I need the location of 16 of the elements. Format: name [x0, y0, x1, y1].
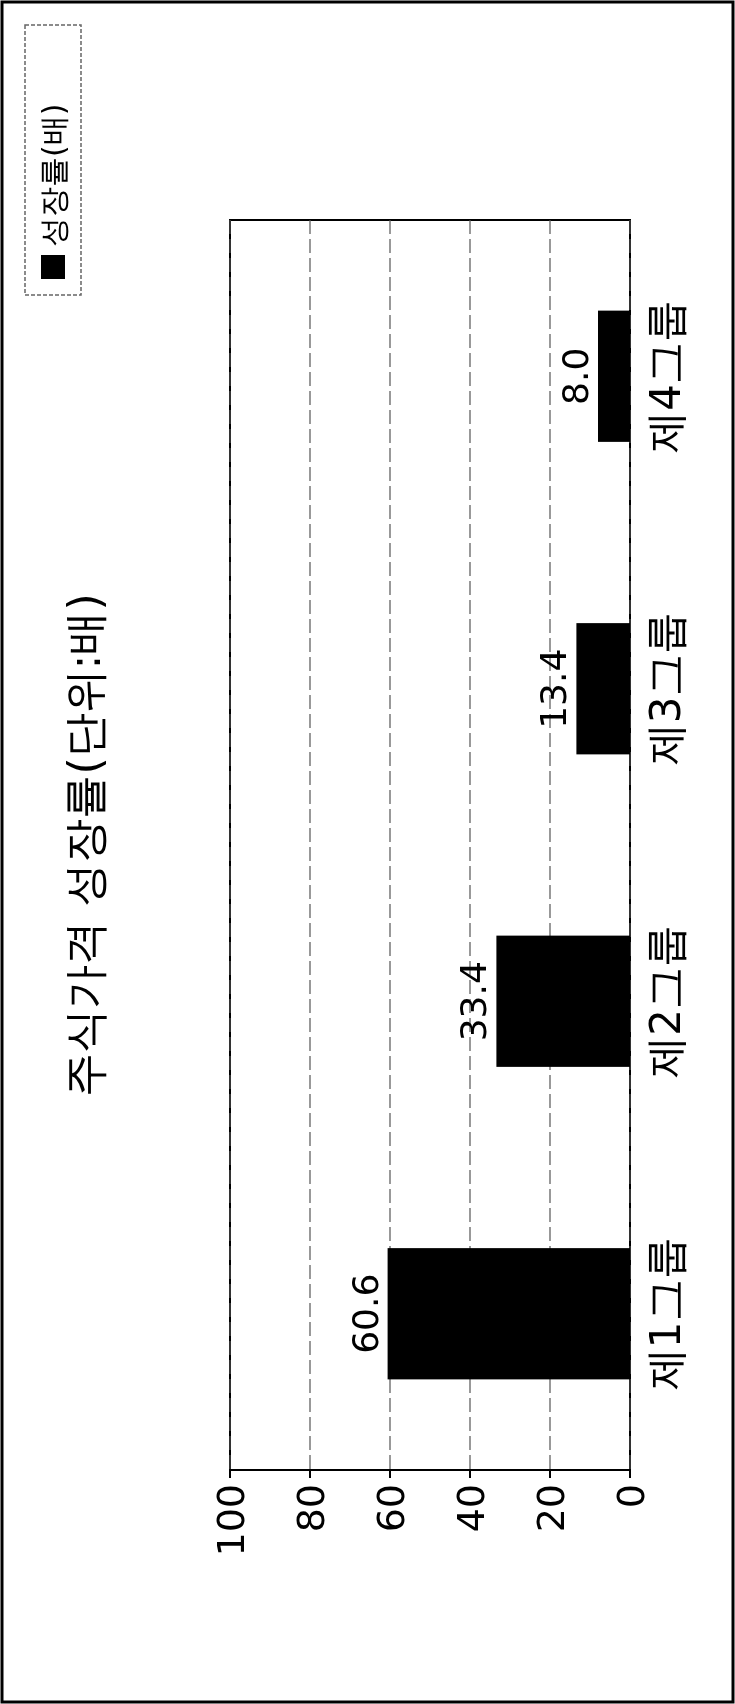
- y-tick-label: 제4그룹: [641, 299, 690, 453]
- text: 성장률(배): [36, 103, 71, 247]
- y-tick-label: 제1그룹: [641, 1237, 690, 1391]
- data-label: 13.4: [533, 648, 575, 729]
- data-label: 33.4: [453, 961, 495, 1042]
- text: 주식가격 성장률(단위:배): [59, 593, 110, 1097]
- x-tick-label: 20: [529, 1484, 573, 1533]
- x-tick-label: 40: [449, 1484, 493, 1533]
- data-label: 60.6: [344, 1273, 386, 1354]
- x-tick-label: 60: [369, 1484, 413, 1533]
- y-tick-label: 제2그룹: [641, 924, 690, 1078]
- x-tick-label: 80: [289, 1484, 333, 1533]
- y-tick-label: 제3그룹: [641, 612, 690, 766]
- data-label: 8.0: [555, 347, 596, 405]
- x-tick-label: 100: [209, 1484, 253, 1557]
- x-tick-label: 0: [609, 1484, 653, 1509]
